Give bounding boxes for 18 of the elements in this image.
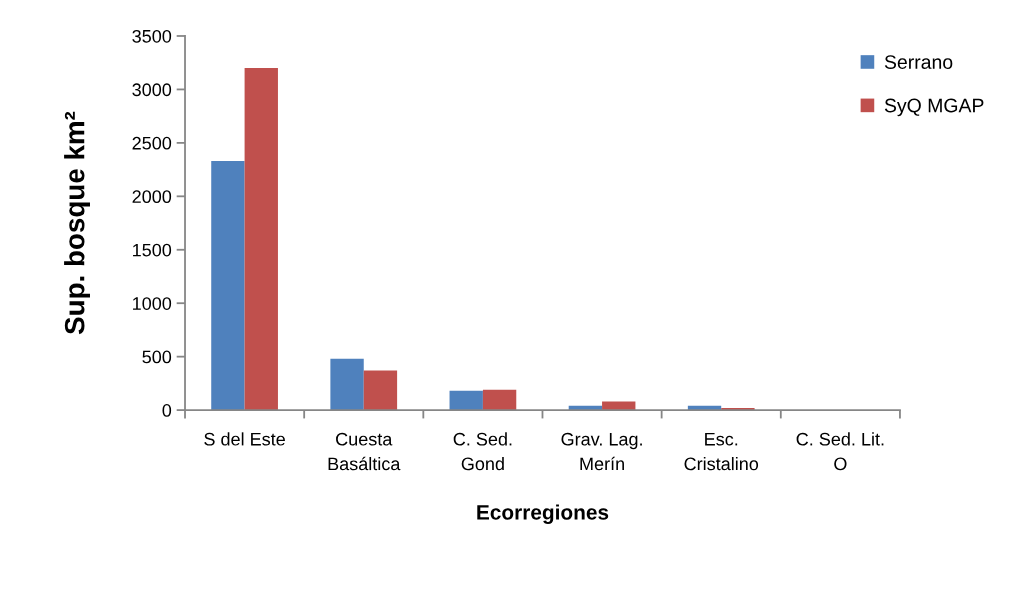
x-tick-label: C. Sed. Lit. O bbox=[796, 432, 884, 471]
x-tick-label: S del Este bbox=[204, 432, 285, 446]
x-tick-label: Esc. Cristalino bbox=[684, 432, 759, 471]
y-tick-label: 2500 bbox=[132, 136, 172, 150]
legend-label: Serrano bbox=[884, 55, 953, 69]
y-tick-label: 0 bbox=[162, 404, 172, 417]
x-tick-label: C. Sed. Gond bbox=[453, 432, 512, 471]
y-tick-label: 2000 bbox=[132, 190, 172, 204]
y-tick-label: 3000 bbox=[132, 83, 172, 97]
y-tick-label: 500 bbox=[142, 350, 172, 364]
x-axis-title: Ecorregiones bbox=[477, 504, 609, 524]
y-tick-label: 1000 bbox=[133, 297, 172, 310]
y-axis-title: Sup. bosque km² bbox=[64, 111, 90, 335]
x-tick-label: Grav. Lag. Merín bbox=[561, 432, 642, 471]
y-tick-label: 1500 bbox=[133, 243, 172, 257]
y-tick-label: 3500 bbox=[132, 29, 172, 43]
x-tick-label: Cuesta Basáltica bbox=[328, 432, 401, 471]
legend-label: SyQ MGAP bbox=[884, 98, 984, 117]
